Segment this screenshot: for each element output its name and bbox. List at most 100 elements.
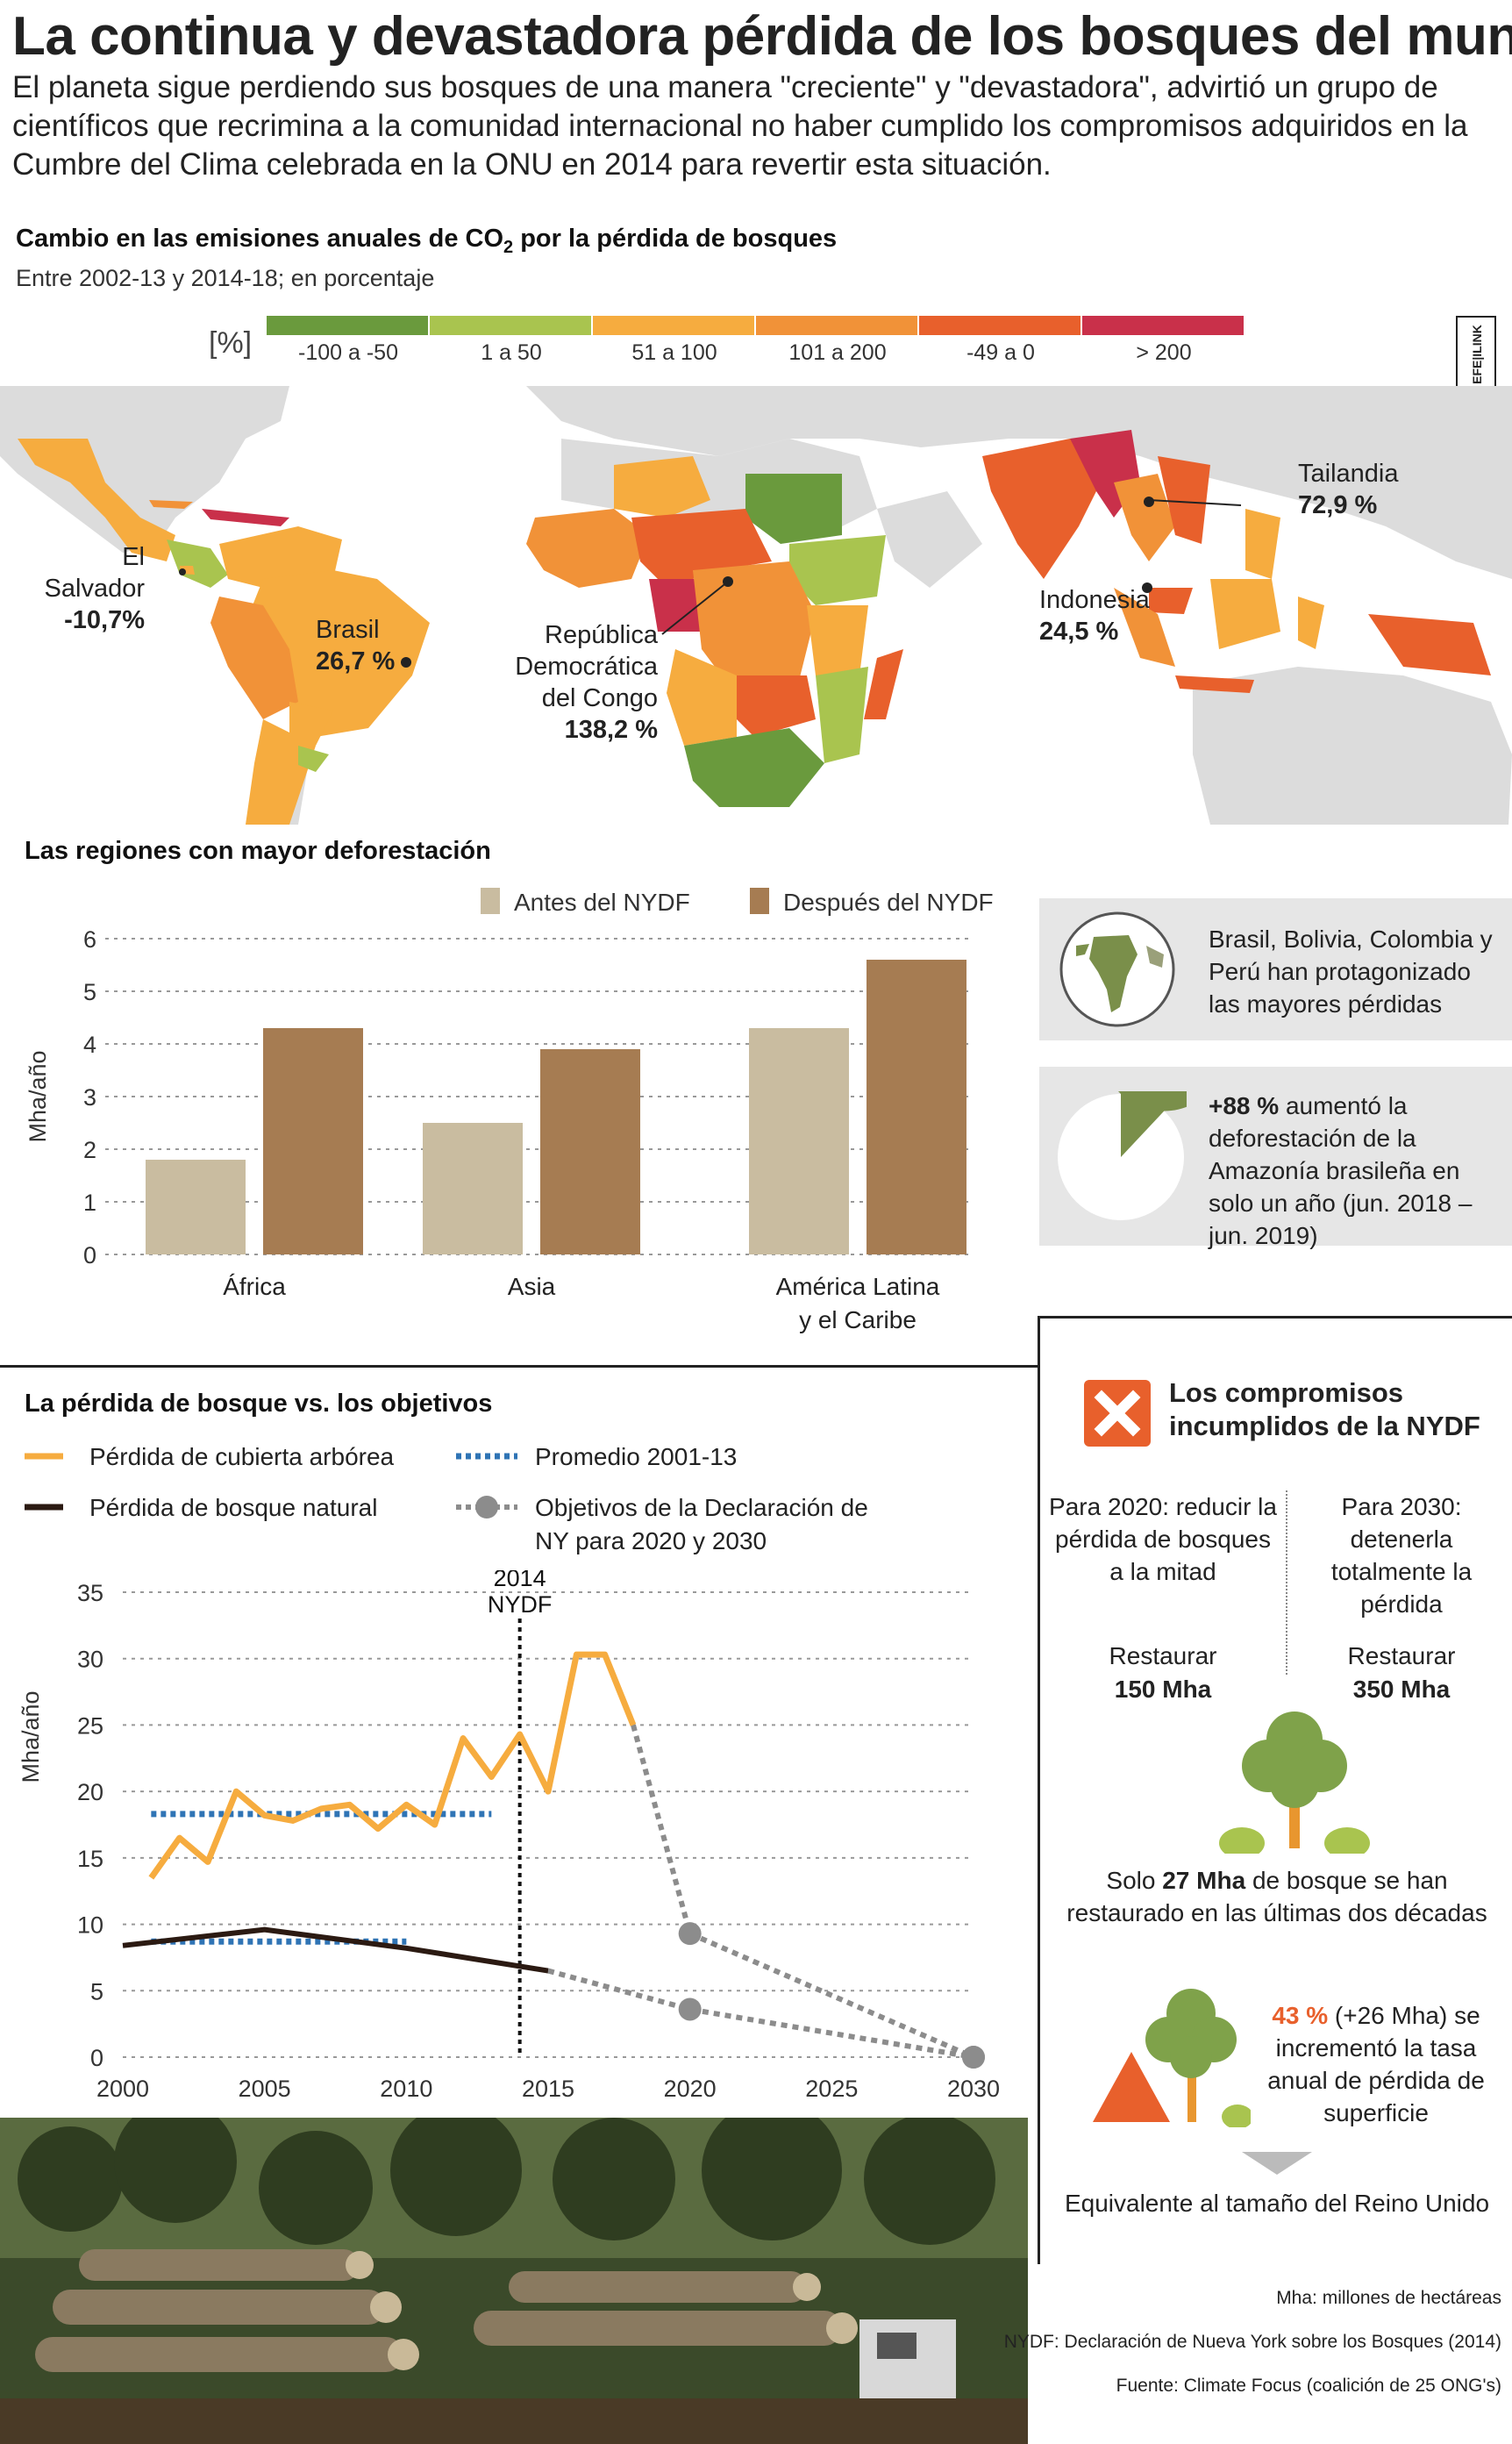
- caribbean-2: [149, 500, 193, 509]
- legend-label: 101 a 200: [788, 340, 887, 365]
- bar-y-tick: 5: [83, 979, 96, 1005]
- peru-bolivia: [210, 597, 298, 719]
- callout-rdc: República Democrática del Congo 138,2 %: [515, 621, 658, 744]
- paraguay: [289, 702, 333, 746]
- legend-swatch: [430, 316, 591, 335]
- legend-label: -100 a -50: [298, 340, 398, 365]
- nydf-annotation-line: 2014: [494, 1570, 546, 1591]
- bar-y-axis-label: Mha/año: [25, 1050, 51, 1142]
- increase-text: 43 % (+26 Mha) se incrementó la tasa anu…: [1267, 2002, 1485, 2126]
- line-y-tick: 15: [77, 1846, 103, 1872]
- drc: [693, 561, 816, 684]
- restored-text: Solo 27 Mha de bosque se han restaurado …: [1066, 1867, 1487, 1926]
- legend-label-natural-forest: Pérdida de bosque natural: [89, 1494, 377, 1521]
- commitments-box: Los compromisos incumplidos de la NYDF Pa…: [1038, 1316, 1512, 2264]
- legend-label: > 200: [1136, 340, 1192, 365]
- tree-cover-line: [148, 1651, 637, 1880]
- uruguay: [298, 746, 329, 772]
- deforestation-photo: [0, 2118, 1028, 2444]
- bar: [867, 960, 966, 1254]
- java: [1175, 675, 1254, 693]
- bar-x-tick-line: América Latina: [776, 1273, 940, 1300]
- line-y-tick: 10: [77, 1912, 103, 1939]
- bar-legend-label: Antes del NYDF: [514, 889, 690, 916]
- bar-y-tick: 4: [83, 1032, 96, 1058]
- line-y-tick: 35: [77, 1580, 103, 1606]
- line-y-tick: 0: [90, 2045, 103, 2071]
- india: [982, 439, 1105, 579]
- mexico: [18, 439, 175, 561]
- tree-icon: [1219, 1712, 1370, 1854]
- legend-swatch: [919, 316, 1081, 335]
- el-salvador-marker: [179, 568, 186, 575]
- column-divider: [1286, 1490, 1287, 1675]
- target-line: [547, 1968, 974, 2060]
- north-america-land: [0, 386, 289, 553]
- nydf-annotation-line: NYDF: [488, 1591, 553, 1618]
- legend-label-line: NY para 2020 y 2030: [535, 1527, 767, 1554]
- footnote-source: Fuente: Climate Focus (coalición de 25 O…: [1116, 2376, 1501, 2396]
- line-x-tick: 2010: [380, 2076, 432, 2102]
- bar-x-tick-line: África: [223, 1273, 286, 1300]
- caribbean: [202, 509, 289, 526]
- line-y-axis-label: Mha/año: [18, 1690, 44, 1783]
- line-y-tick: 30: [77, 1647, 103, 1673]
- arrow-down-icon: [1242, 2152, 1312, 2175]
- colombia-venezuela: [219, 526, 342, 588]
- amazon-pie-icon: [1058, 1091, 1187, 1220]
- legend-label-tree-cover: Pérdida de cubierta arbórea: [89, 1443, 395, 1470]
- page-title: La continua y devastadora pérdida de los…: [12, 6, 1512, 67]
- legend-swatch: [593, 316, 754, 335]
- bar-legend-label: Después del NYDF: [783, 889, 994, 916]
- central-america: [167, 540, 228, 588]
- line-y-tick: 5: [90, 1978, 103, 2005]
- bar-x-tick: África: [223, 1273, 286, 1300]
- nigeria-chad: [631, 509, 772, 588]
- sahel: [614, 456, 710, 518]
- line-chart-legend: Pérdida de cubierta arbórea Pérdida de bo…: [25, 1443, 868, 1554]
- bar: [749, 1028, 849, 1254]
- zambia: [737, 675, 816, 737]
- brazil-panel-text: Brasil, Bolivia, Colombia y Perú han pro…: [1209, 925, 1493, 1018]
- legend-label: 51 a 100: [631, 340, 717, 365]
- sumatra: [1114, 588, 1175, 667]
- map-title: Cambio en las emisiones anuales de CO2 p…: [16, 225, 838, 257]
- line-y-tick: 20: [77, 1779, 103, 1805]
- line-x-tick: 2005: [239, 2076, 291, 2102]
- legend-marker-targets: [475, 1496, 498, 1519]
- thailand: [1114, 474, 1175, 561]
- legend-label: -49 a 0: [966, 340, 1035, 365]
- amazon-panel: +88 % aumentó la deforestación de la Ama…: [1039, 1067, 1512, 1249]
- west-africa: [526, 509, 649, 588]
- legend-label: 1 a 50: [481, 340, 542, 365]
- legend-label-line: Objetivos de la Declaración de: [535, 1494, 868, 1521]
- section-divider: [0, 1365, 1038, 1368]
- intro-text: El planeta sigue perdiendo sus bosques d…: [12, 70, 1468, 182]
- bar-x-tick: América Latina y el Caribe: [776, 1273, 940, 1333]
- sudan: [745, 474, 842, 544]
- amazon-value: +88 %: [1209, 1092, 1280, 1119]
- angola: [667, 649, 737, 746]
- bar-legend-swatch: [481, 888, 500, 914]
- southern-africa: [684, 728, 824, 807]
- line-x-tick: 2000: [96, 2076, 149, 2102]
- line-chart-title: La pérdida de bosque vs. los objetivos: [25, 1390, 493, 1418]
- australia-land: [1193, 667, 1512, 825]
- nydf-annotation: 2014 NYDF: [488, 1570, 553, 1618]
- commitments-title: Los compromisos incumplidos de la NYDF: [1169, 1377, 1480, 1441]
- pie-slice: [1118, 1091, 1187, 1157]
- callout-tailandia: Tailandia 72,9 %: [1298, 460, 1399, 519]
- bar-y-tick: 2: [83, 1137, 96, 1163]
- drc-pointer: [661, 581, 729, 635]
- bar: [423, 1123, 523, 1254]
- bar-y-tick: 3: [83, 1084, 96, 1111]
- callout-indonesia: Indonesia 24,5 %: [1039, 586, 1150, 646]
- bar-x-tick-line: y el Caribe: [799, 1306, 916, 1333]
- line-x-tick: 2015: [522, 2076, 574, 2102]
- bar-x-tick: Asia: [508, 1273, 556, 1300]
- goal-2030-text: Para 2030: detenerla totalmente la pérdi…: [1330, 1493, 1473, 1618]
- bar-y-tick: 1: [83, 1190, 96, 1216]
- map-unit: [%]: [209, 326, 253, 360]
- sulawesi: [1298, 597, 1324, 649]
